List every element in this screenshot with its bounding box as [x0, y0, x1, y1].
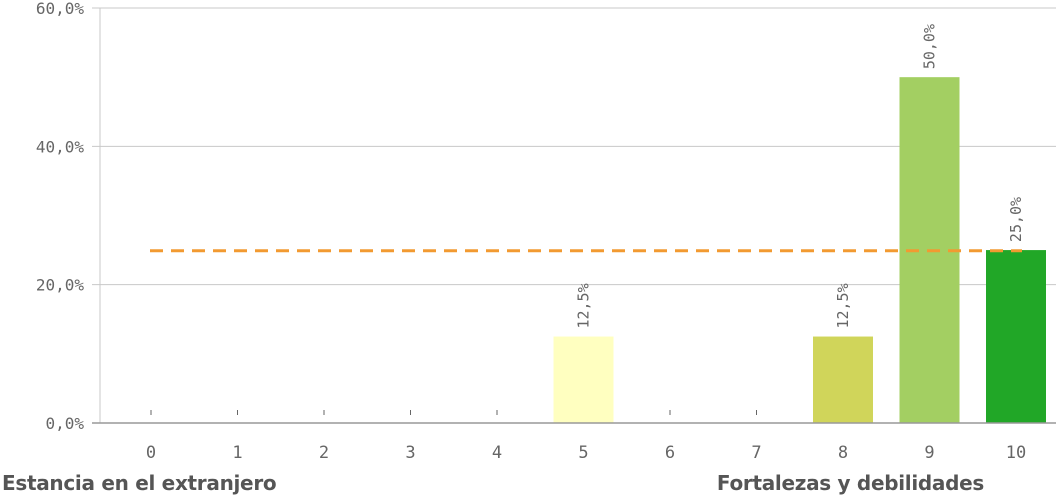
y-tick-label: 20,0%: [36, 276, 85, 295]
x-tick-label: 9: [924, 443, 934, 463]
x-tick-label: 6: [665, 443, 675, 463]
y-tick-label: 0,0%: [45, 414, 84, 433]
bar-chart: 0,0% 20,0% 40,0% 60,0% 0 1 2 3 4 5 6 7 8 9 10 12,5% 12,5…: [36, 0, 1056, 463]
x-tick-label: 2: [319, 443, 329, 463]
x-tick-label: 0: [146, 443, 156, 463]
data-label: 12,5%: [834, 283, 852, 328]
x-tick-label: 5: [578, 443, 588, 463]
bar: [813, 336, 873, 423]
caption-right: Fortalezas y debilidades: [716, 471, 984, 495]
bar: [986, 250, 1046, 423]
data-label: 12,5%: [575, 283, 593, 328]
caption-left: Estancia en el extranjero: [2, 471, 277, 495]
x-tick-label: 1: [232, 443, 242, 463]
bar: [553, 336, 614, 423]
y-tick-label: 40,0%: [36, 137, 85, 156]
y-tick-label: 60,0%: [36, 0, 85, 18]
x-tick-label: 3: [405, 443, 415, 463]
data-label: 25,0%: [1007, 197, 1025, 242]
x-tick-label: 7: [751, 443, 761, 463]
x-tick-label: 8: [838, 443, 848, 463]
x-tick-label: 4: [492, 443, 502, 463]
data-label: 50,0%: [921, 24, 939, 69]
x-tick-label: 10: [1006, 443, 1026, 463]
